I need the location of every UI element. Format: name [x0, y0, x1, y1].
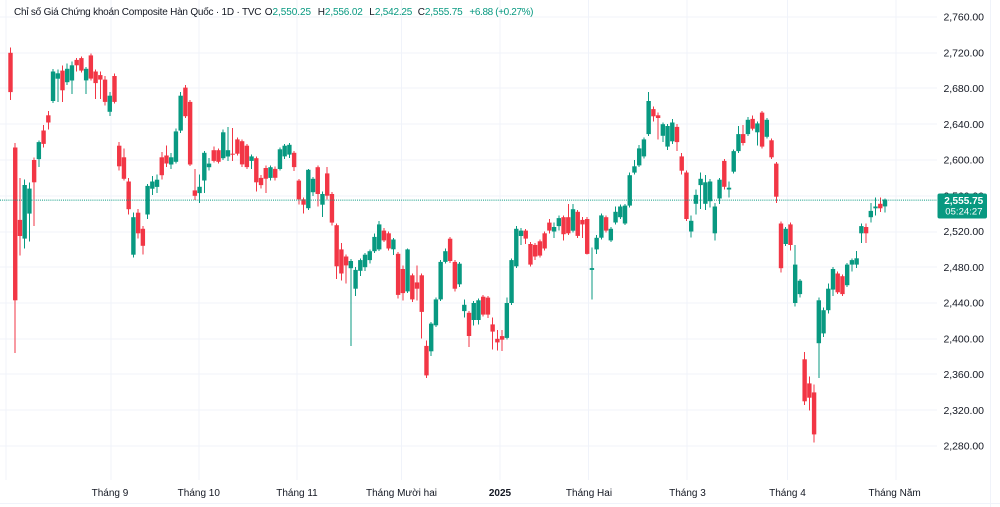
- svg-text:2,542.25: 2,542.25: [375, 7, 413, 18]
- svg-text:2,600.00: 2,600.00: [944, 155, 985, 167]
- svg-text:2,440.00: 2,440.00: [944, 298, 985, 310]
- svg-text:C: C: [418, 7, 425, 18]
- svg-text:Tháng Hai: Tháng Hai: [566, 488, 612, 499]
- svg-text:2,555.75: 2,555.75: [425, 7, 463, 18]
- svg-text:2,556.02: 2,556.02: [325, 7, 363, 18]
- svg-text:Tháng Năm: Tháng Năm: [868, 488, 920, 499]
- svg-text:Tháng 9: Tháng 9: [92, 488, 129, 499]
- svg-text:2,555.75: 2,555.75: [944, 196, 983, 207]
- svg-text:2025: 2025: [489, 488, 512, 499]
- svg-text:2,680.00: 2,680.00: [944, 83, 985, 95]
- svg-text:2,520.00: 2,520.00: [944, 226, 985, 238]
- svg-text:Tháng 10: Tháng 10: [178, 488, 221, 499]
- svg-text:2,760.00: 2,760.00: [944, 12, 985, 24]
- svg-text:Tháng 3: Tháng 3: [669, 488, 706, 499]
- svg-text:2,640.00: 2,640.00: [944, 119, 985, 131]
- svg-text:2,400.00: 2,400.00: [944, 333, 985, 345]
- svg-text:2,480.00: 2,480.00: [944, 262, 985, 274]
- svg-text:Tháng 4: Tháng 4: [769, 488, 806, 499]
- svg-text:2,550.25: 2,550.25: [273, 7, 312, 18]
- svg-text:O: O: [265, 7, 273, 18]
- svg-text:Tháng Mười hai: Tháng Mười hai: [366, 488, 437, 499]
- svg-text:2,280.00: 2,280.00: [944, 441, 985, 453]
- svg-text:05:24:27: 05:24:27: [945, 207, 982, 218]
- svg-text:Tháng 11: Tháng 11: [276, 488, 318, 499]
- svg-text:2,320.00: 2,320.00: [944, 405, 985, 417]
- svg-text:H: H: [318, 7, 325, 18]
- svg-text:2,360.00: 2,360.00: [944, 369, 985, 381]
- svg-text:L: L: [369, 7, 375, 18]
- svg-text:+6.88 (+0.27%): +6.88 (+0.27%): [469, 7, 533, 18]
- svg-text:2,720.00: 2,720.00: [944, 47, 985, 59]
- svg-text:Chỉ số Giá Chứng khoán Composi: Chỉ số Giá Chứng khoán Composite Hàn Quố…: [14, 6, 262, 18]
